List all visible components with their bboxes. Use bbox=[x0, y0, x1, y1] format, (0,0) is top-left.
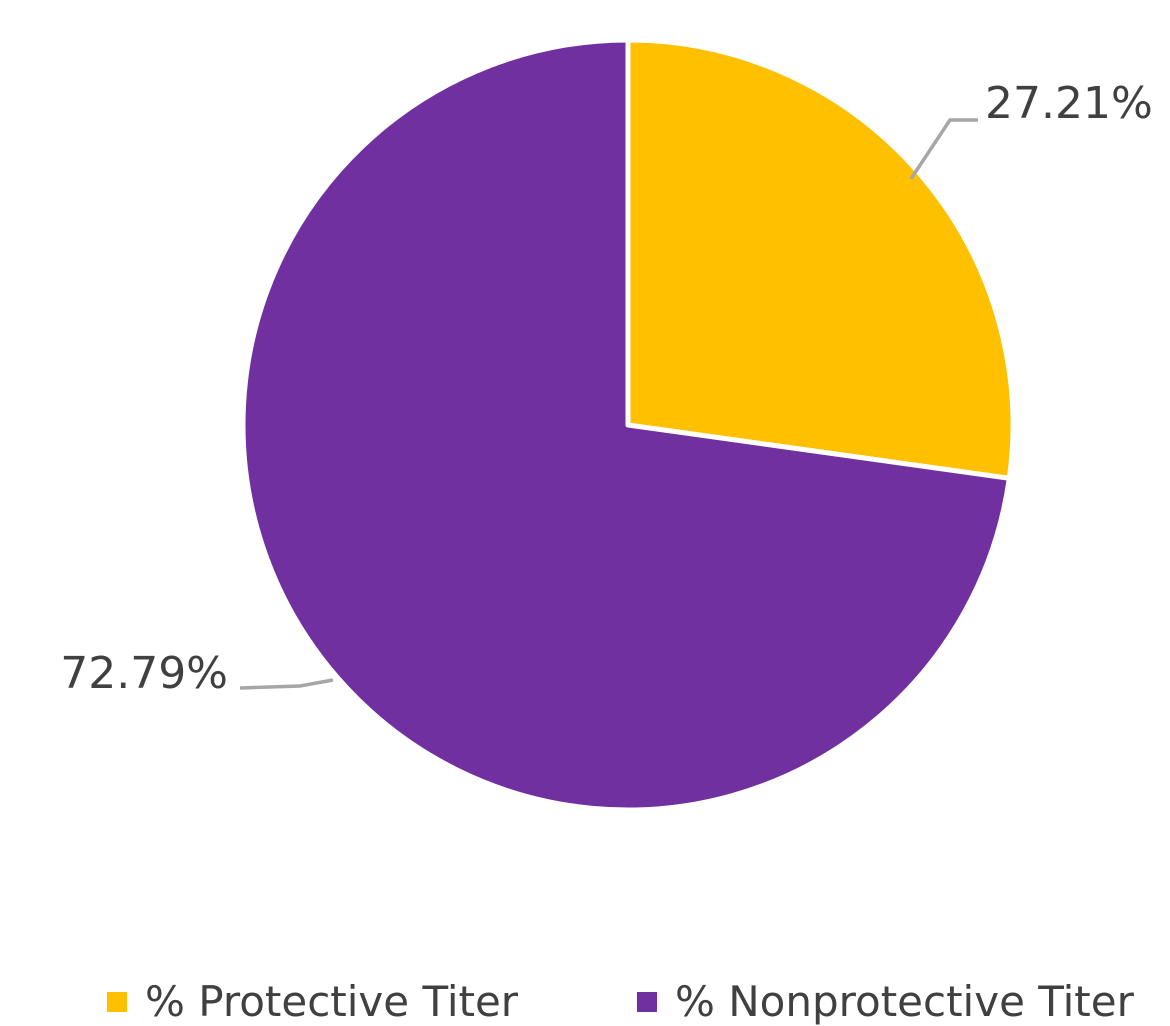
legend-swatch-nonprotective bbox=[637, 992, 657, 1012]
leader-line-protective bbox=[909, 118, 978, 180]
leader-line-nonprotective bbox=[239, 678, 334, 690]
legend-label-protective: % Protective Titer bbox=[145, 977, 519, 1026]
legend-swatch-protective bbox=[107, 992, 127, 1012]
data-label-protective: 27.21% bbox=[985, 78, 1153, 129]
pie-slices bbox=[240, 37, 1016, 813]
legend-label-nonprotective: % Nonprotective Titer bbox=[675, 977, 1135, 1026]
leader-lines bbox=[239, 118, 978, 690]
pie-slice-protective bbox=[625, 37, 1016, 481]
legend: % Protective Titer % Nonprotective Titer bbox=[107, 977, 1135, 1026]
data-label-nonprotective: 72.79% bbox=[60, 648, 228, 699]
pie-slice-nonprotective bbox=[240, 37, 1012, 813]
